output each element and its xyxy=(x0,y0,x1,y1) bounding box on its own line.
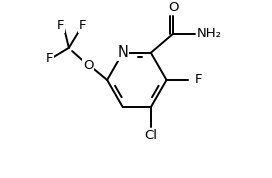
Text: F: F xyxy=(78,19,86,32)
Text: N: N xyxy=(117,45,128,60)
Text: NH₂: NH₂ xyxy=(197,27,222,40)
Text: F: F xyxy=(46,52,54,65)
Text: O: O xyxy=(168,1,178,14)
Text: F: F xyxy=(194,74,202,87)
Text: O: O xyxy=(83,59,93,72)
Text: Cl: Cl xyxy=(144,129,157,142)
Text: F: F xyxy=(57,19,65,32)
